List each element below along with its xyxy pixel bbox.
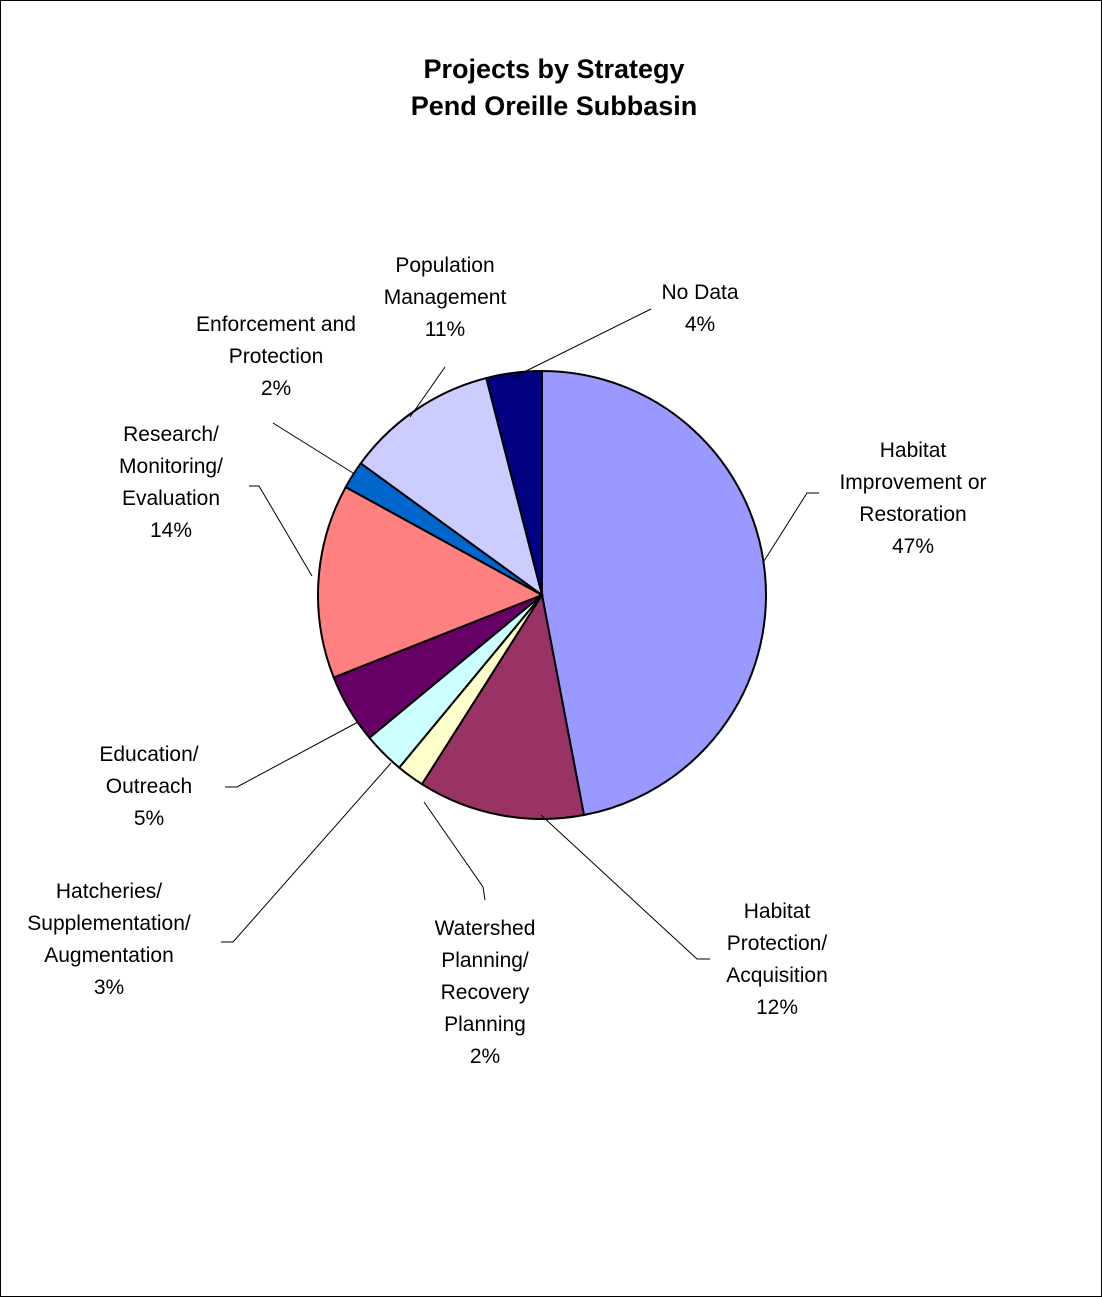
- chart-title-line-1: Projects by Strategy: [423, 54, 684, 84]
- pie-slice: [541, 369, 767, 817]
- slice-name-label: Management: [384, 286, 507, 309]
- slice-label: Hatcheries/Supplementation/Augmentation 3…: [27, 880, 191, 999]
- slice-name-label: Outreach: [106, 775, 192, 798]
- slice-name-label: Education/: [99, 743, 198, 766]
- slice-name-label: Protection/: [727, 932, 828, 955]
- slice-name-label: Habitat: [880, 439, 947, 462]
- leader-line: [423, 801, 486, 901]
- chart-title-line-2: Pend Oreille Subbasin: [411, 91, 698, 121]
- slice-name-label: Hatcheries/: [56, 880, 162, 903]
- slice-percent-label: 47%: [892, 535, 934, 558]
- slice-name-label: Supplementation/: [27, 912, 191, 935]
- slice-percent-label: 4%: [685, 313, 715, 336]
- slice-percent-label: 3%: [94, 976, 124, 999]
- slice-label: Research/Monitoring/Evaluation 14%: [119, 423, 223, 542]
- leader-line: [249, 485, 313, 577]
- slice-percent-label: 5%: [134, 807, 164, 830]
- slice-label: Enforcement and Protection 2%: [196, 313, 356, 400]
- slice-name-label: Recovery: [441, 981, 530, 1004]
- leader-line: [540, 814, 710, 960]
- slice-name-label: Enforcement and: [196, 313, 356, 336]
- leader-line: [225, 721, 359, 788]
- slice-name-label: Planning: [444, 1013, 526, 1036]
- slice-percent-label: 11%: [425, 318, 465, 341]
- slice-name-label: Planning/: [441, 949, 529, 972]
- slice-name-label: Improvement or: [839, 471, 986, 494]
- slice-label: Habitat Improvement or Restoration 47%: [839, 439, 986, 558]
- slice-percent-label: 2%: [261, 377, 291, 400]
- slice-name-label: No Data: [661, 281, 738, 304]
- slice-name-label: Population: [395, 254, 494, 277]
- slice-percent-label: 2%: [470, 1045, 500, 1068]
- leader-lines: [221, 308, 819, 960]
- slice-name-label: Evaluation: [122, 487, 220, 510]
- pie-slice: [420, 592, 586, 820]
- slice-name-label: Restoration: [859, 503, 966, 526]
- pie-slice: [317, 485, 545, 679]
- chart-title: Projects by Strategy Pend Oreille Subbas…: [411, 54, 698, 121]
- leader-line: [513, 308, 652, 378]
- pie-slice: [359, 376, 544, 598]
- slice-label: Habitat Protection/Acquisition 12%: [726, 900, 828, 1019]
- leader-line: [409, 366, 446, 418]
- slice-name-label: Watershed: [435, 917, 536, 940]
- slice-name-label: Habitat: [744, 900, 811, 923]
- slice-label: No Data 4%: [661, 281, 738, 336]
- slice-label: Watershed Planning/Recovery Planning 2%: [435, 917, 536, 1068]
- pie-slice: [485, 369, 543, 596]
- slice-label: Population Management 11%: [384, 254, 507, 341]
- slice-label: Education/Outreach 5%: [99, 743, 198, 830]
- leader-line: [272, 422, 354, 474]
- leader-line: [221, 762, 392, 943]
- slice-name-label: Acquisition: [726, 964, 828, 987]
- slice-percent-label: 14%: [150, 519, 192, 542]
- slice-name-label: Monitoring/: [119, 455, 223, 478]
- leader-line: [763, 492, 819, 562]
- slice-percent-label: 12%: [756, 996, 798, 1019]
- slice-name-label: Augmentation: [44, 944, 174, 967]
- slice-name-label: Research/: [123, 423, 219, 446]
- pie-slices: [317, 369, 767, 820]
- slice-name-label: Protection: [229, 345, 324, 368]
